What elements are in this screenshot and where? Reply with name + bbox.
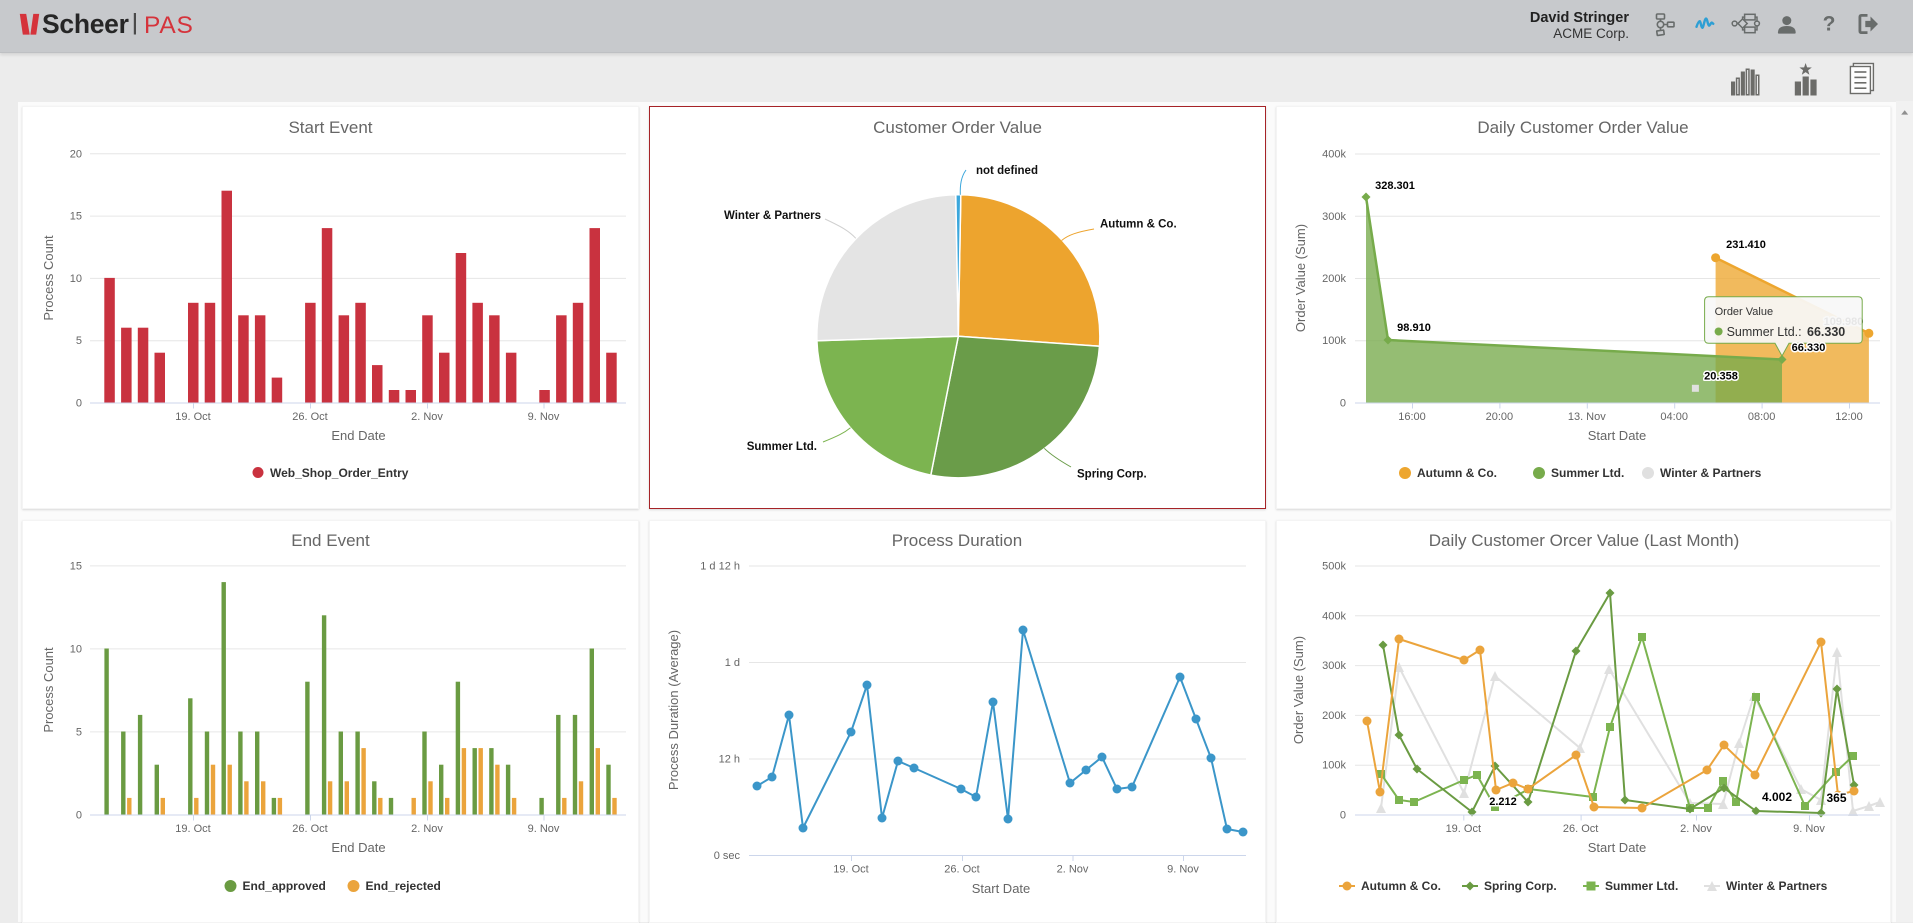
svg-text:not defined: not defined — [976, 165, 1038, 177]
svg-text:End Date: End Date — [331, 840, 385, 855]
svg-text:Web_Shop_Order_Entry: Web_Shop_Order_Entry — [270, 466, 409, 480]
svg-text:Start Date: Start Date — [1588, 428, 1647, 443]
svg-text:66.330: 66.330 — [1807, 325, 1845, 339]
svg-text:Start Date: Start Date — [972, 881, 1031, 896]
svg-text:12:00: 12:00 — [1835, 411, 1863, 423]
svg-text:9. Nov: 9. Nov — [1793, 823, 1825, 835]
svg-text:David Stringer: David Stringer — [1530, 10, 1629, 26]
svg-text:Spring Corp.: Spring Corp. — [1484, 879, 1557, 893]
svg-text:Daily Customer Order Value: Daily Customer Order Value — [1477, 118, 1688, 137]
svg-text:Process Count: Process Count — [41, 647, 56, 733]
svg-text:2.212: 2.212 — [1489, 796, 1517, 808]
svg-text:5: 5 — [76, 726, 82, 738]
svg-text:Winter & Partners: Winter & Partners — [1726, 879, 1828, 893]
svg-text:200k: 200k — [1322, 273, 1346, 285]
svg-text:9. Nov: 9. Nov — [528, 823, 560, 835]
svg-text:End Event: End Event — [291, 531, 370, 550]
svg-text:Autumn & Co.: Autumn & Co. — [1361, 879, 1441, 893]
svg-text:Spring Corp.: Spring Corp. — [1077, 469, 1147, 481]
svg-text:16:00: 16:00 — [1398, 411, 1426, 423]
svg-text:Summer Ltd.: Summer Ltd. — [747, 441, 817, 453]
svg-text:Order Value: Order Value — [1715, 306, 1774, 318]
svg-text:Process Count: Process Count — [41, 235, 56, 321]
svg-text:0: 0 — [1340, 810, 1346, 822]
svg-text:Autumn & Co.: Autumn & Co. — [1417, 466, 1497, 480]
svg-text:0: 0 — [76, 398, 82, 410]
svg-text:PAS: PAS — [144, 12, 194, 39]
svg-text:Start Event: Start Event — [288, 118, 372, 137]
svg-text:10: 10 — [70, 643, 82, 655]
svg-text:26. Oct: 26. Oct — [1563, 823, 1598, 835]
svg-text:500k: 500k — [1322, 561, 1346, 573]
svg-text:08:00: 08:00 — [1748, 411, 1776, 423]
svg-text:26. Oct: 26. Oct — [292, 823, 327, 835]
svg-text:04:00: 04:00 — [1660, 411, 1688, 423]
svg-text:1 d: 1 d — [725, 657, 740, 669]
svg-text:0: 0 — [1340, 398, 1346, 410]
svg-text:2. Nov: 2. Nov — [411, 823, 443, 835]
svg-text:0: 0 — [76, 810, 82, 822]
svg-text:Customer Order Value: Customer Order Value — [873, 118, 1042, 137]
svg-text:15: 15 — [70, 211, 82, 223]
svg-text:5: 5 — [76, 335, 82, 347]
svg-text:End_rejected: End_rejected — [366, 879, 441, 893]
svg-text:End_approved: End_approved — [243, 879, 326, 893]
svg-text:Summer Ltd.:: Summer Ltd.: — [1727, 325, 1802, 339]
svg-text:Order Value (Sum): Order Value (Sum) — [1293, 224, 1308, 332]
svg-text:15: 15 — [70, 560, 82, 572]
svg-text:End Date: End Date — [331, 428, 385, 443]
svg-text:Daily Customer Orcer Value (La: Daily Customer Orcer Value (Last Month) — [1429, 531, 1740, 550]
svg-text:20:00: 20:00 — [1486, 411, 1514, 423]
svg-text:2. Nov: 2. Nov — [411, 411, 443, 423]
svg-text:Winter & Partners: Winter & Partners — [1660, 466, 1762, 480]
svg-text:100k: 100k — [1322, 335, 1346, 347]
svg-text:0 sec: 0 sec — [714, 850, 741, 862]
svg-text:?: ? — [1823, 13, 1836, 36]
svg-text:400k: 400k — [1322, 149, 1346, 161]
svg-text:Summer Ltd.: Summer Ltd. — [1551, 466, 1624, 480]
svg-text:20.358: 20.358 — [1704, 371, 1738, 383]
svg-text:328.301: 328.301 — [1375, 180, 1415, 192]
svg-text:300k: 300k — [1322, 660, 1346, 672]
svg-text:20: 20 — [70, 148, 82, 160]
svg-text:9. Nov: 9. Nov — [1167, 864, 1199, 876]
svg-text:10: 10 — [70, 273, 82, 285]
svg-text:231.410: 231.410 — [1726, 239, 1766, 251]
svg-text:Order Value (Sum): Order Value (Sum) — [1291, 636, 1306, 744]
svg-text:26. Oct: 26. Oct — [292, 411, 327, 423]
svg-text:300k: 300k — [1322, 211, 1346, 223]
svg-text:19. Oct: 19. Oct — [175, 411, 210, 423]
svg-text:365: 365 — [1826, 791, 1846, 805]
svg-text:12 h: 12 h — [719, 754, 740, 766]
svg-text:400k: 400k — [1322, 610, 1346, 622]
svg-text:19. Oct: 19. Oct — [1446, 823, 1481, 835]
svg-text:Autumn & Co.: Autumn & Co. — [1100, 219, 1177, 231]
svg-text:13. Nov: 13. Nov — [1568, 411, 1606, 423]
svg-text:9. Nov: 9. Nov — [528, 411, 560, 423]
svg-text:Start Date: Start Date — [1588, 840, 1647, 855]
svg-text:19. Oct: 19. Oct — [175, 823, 210, 835]
svg-text:Process Duration: Process Duration — [892, 531, 1022, 550]
svg-text:100k: 100k — [1322, 760, 1346, 772]
svg-text:2. Nov: 2. Nov — [1057, 864, 1089, 876]
svg-text:Scheer: Scheer — [42, 9, 129, 39]
svg-text:19. Oct: 19. Oct — [833, 864, 868, 876]
svg-text:98.910: 98.910 — [1397, 322, 1431, 334]
svg-text:4.002: 4.002 — [1762, 790, 1792, 804]
svg-text:2. Nov: 2. Nov — [1680, 823, 1712, 835]
svg-text:Process Duration (Average): Process Duration (Average) — [666, 630, 681, 790]
svg-text:ACME Corp.: ACME Corp. — [1553, 26, 1629, 41]
svg-text:Summer Ltd.: Summer Ltd. — [1605, 879, 1678, 893]
svg-text:200k: 200k — [1322, 710, 1346, 722]
svg-text:26. Oct: 26. Oct — [944, 864, 979, 876]
svg-text:Winter & Partners: Winter & Partners — [724, 210, 821, 222]
svg-text:1 d 12 h: 1 d 12 h — [700, 561, 740, 573]
svg-text:66.330: 66.330 — [1792, 342, 1826, 354]
